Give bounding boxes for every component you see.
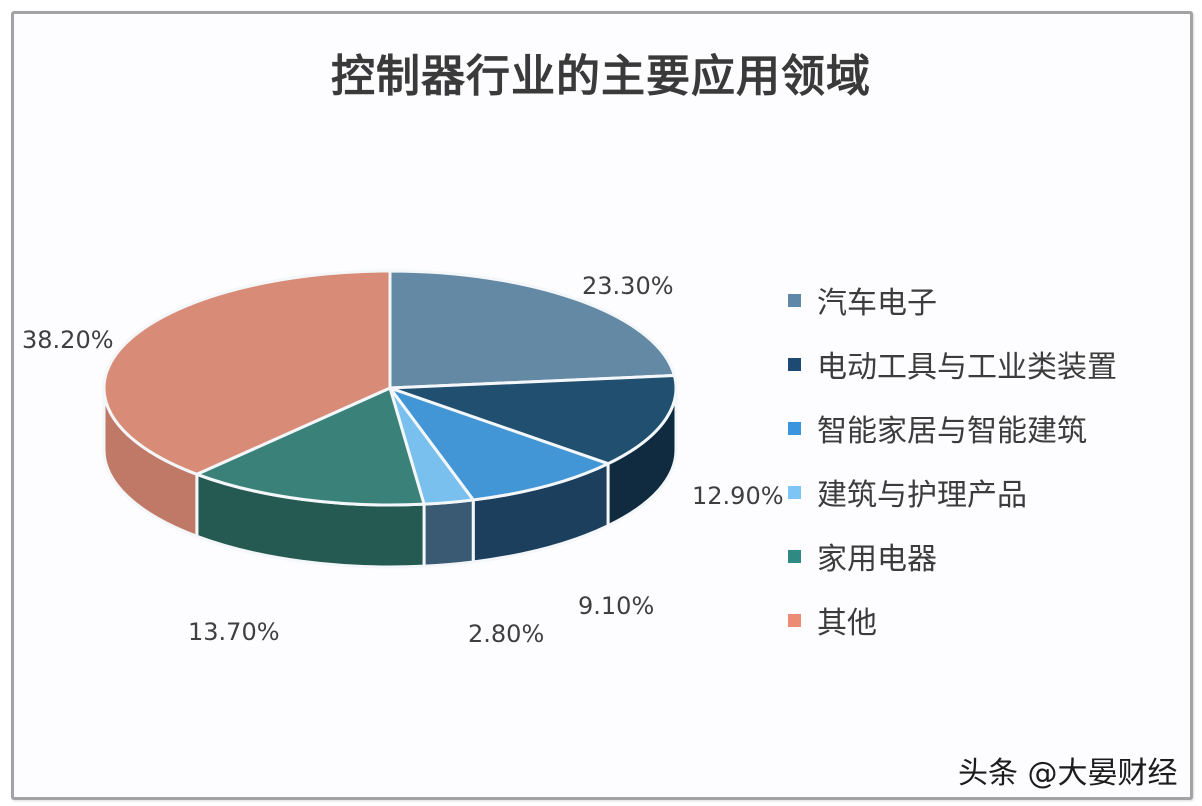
legend-swatch	[788, 421, 801, 435]
pie-slice	[388, 386, 610, 502]
legend-item-auto-electronics: 汽车电子	[788, 268, 1117, 332]
legend-item-power-tools: 电动工具与工业类装置	[788, 332, 1117, 396]
legend-label: 家用电器	[817, 542, 937, 577]
pie-top	[102, 269, 678, 507]
data-label-other: 38.20%	[22, 326, 114, 354]
data-label-building-care: 2.80%	[468, 620, 545, 648]
legend-swatch	[788, 293, 801, 307]
legend-label: 建筑与护理产品	[817, 478, 1027, 513]
legend-label: 电动工具与工业类装置	[817, 350, 1117, 385]
legend-item-other: 其他	[788, 588, 1117, 652]
data-label-power-tools: 12.90%	[692, 482, 784, 510]
legend-label: 汽车电子	[817, 286, 937, 321]
pie-slice	[388, 374, 678, 466]
chart-title: 控制器行业的主要应用领域	[331, 51, 871, 102]
legend-swatch	[788, 613, 801, 627]
legend-label: 其他	[817, 606, 877, 641]
legend-item-smart-home: 智能家居与智能建筑	[788, 396, 1117, 460]
pie-slice	[102, 269, 392, 476]
pie-slice-side	[422, 498, 475, 568]
data-label-appliances: 13.70%	[188, 618, 280, 646]
chart-legend: 汽车电子 电动工具与工业类装置 智能家居与智能建筑 建筑与护理产品 家用电器 其…	[788, 268, 1117, 652]
legend-item-building-care: 建筑与护理产品	[788, 460, 1117, 524]
legend-swatch	[788, 357, 801, 371]
pie-slice	[195, 386, 426, 507]
legend-label: 智能家居与智能建筑	[817, 414, 1087, 449]
pie-sides	[102, 387, 678, 569]
data-label-smart-home: 9.10%	[578, 592, 655, 620]
data-label-auto-electronics: 23.30%	[582, 272, 674, 300]
watermark: 头条 @大晏财经	[958, 756, 1178, 791]
legend-swatch	[788, 485, 801, 499]
legend-swatch	[788, 549, 801, 563]
pie-slice	[388, 269, 676, 390]
legend-item-appliances: 家用电器	[788, 524, 1117, 588]
